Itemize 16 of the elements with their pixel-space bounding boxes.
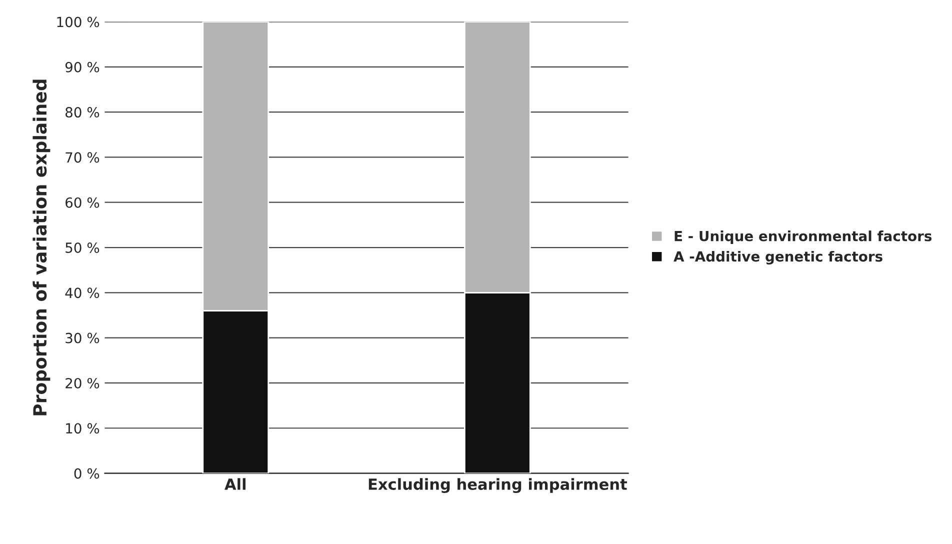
y-tick-label: 60 % — [66, 197, 100, 208]
y-tick-label: 10 % — [66, 423, 100, 434]
y-axis-title: Proportion of variation explained — [32, 80, 50, 416]
y-tick-label: 0 % — [74, 468, 100, 479]
x-tick-label: Excluding hearing impairment — [368, 478, 627, 494]
y-tick-label: 20 % — [66, 378, 100, 388]
y-tick-label: 30 % — [66, 332, 100, 344]
y-tick-label: 40 % — [65, 288, 100, 298]
y-tick-label: 80 % — [66, 107, 100, 118]
y-tick-label: 50 % — [66, 242, 100, 253]
legend-label: E - Unique environmental factors — [674, 230, 932, 244]
x-tick-label: All — [224, 478, 246, 490]
y-tick-label: 70 % — [66, 152, 100, 163]
legend-label: A -Additive genetic factors — [674, 250, 882, 264]
y-tick-label: 90 % — [65, 62, 100, 72]
y-tick-label: 100 % — [57, 16, 100, 28]
